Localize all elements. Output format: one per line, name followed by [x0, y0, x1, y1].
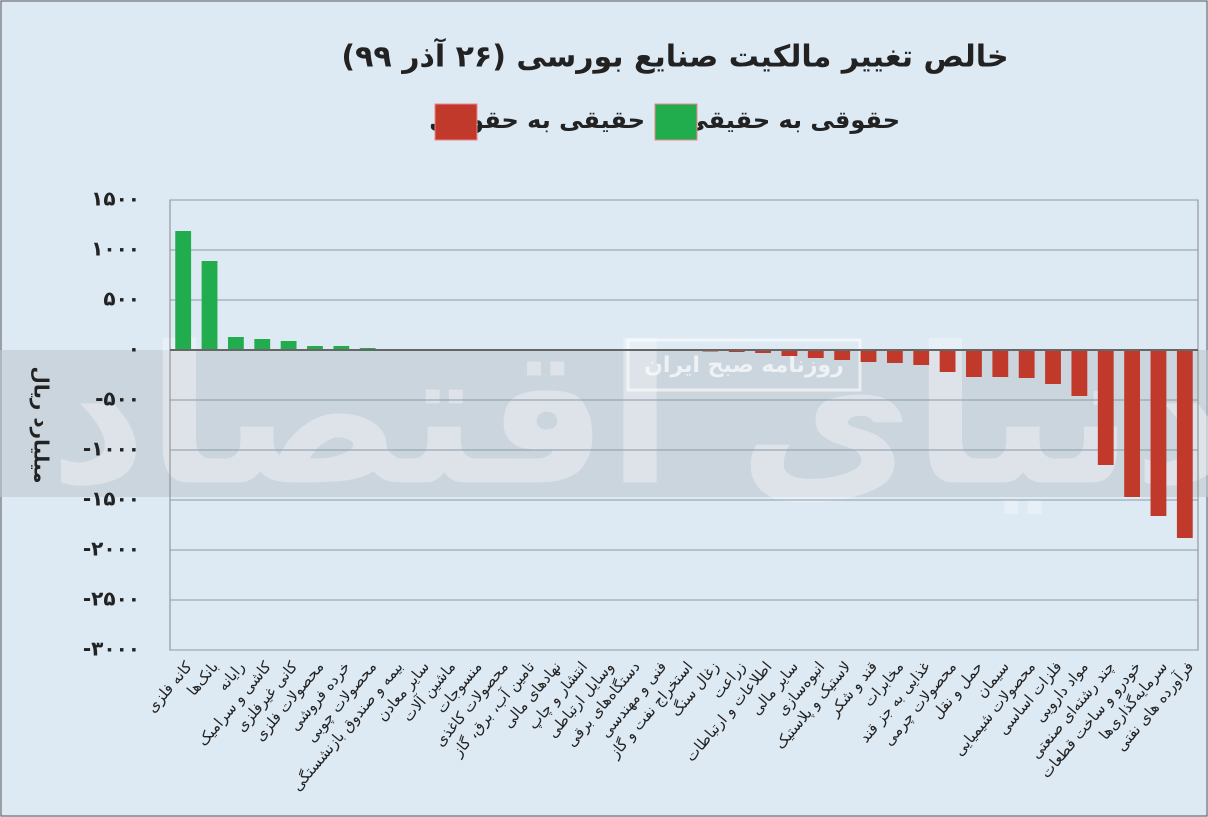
chart-title: خالص تغییر مالکیت صنایع بورسی (۲۶ آذر ۹۹…: [341, 38, 1008, 75]
bar: [201, 261, 218, 350]
y-tick-label: -۲۰۰۰: [83, 537, 140, 561]
bar: [781, 350, 798, 356]
bar: [807, 350, 824, 358]
bar: [333, 346, 350, 350]
bar: [913, 350, 930, 365]
bar: [227, 337, 244, 350]
y-tick-label: -۲۵۰۰: [83, 587, 140, 611]
bar: [1071, 350, 1088, 396]
bar: [307, 346, 323, 350]
bar: [939, 350, 956, 372]
bar: [966, 350, 982, 377]
bar: [1018, 350, 1035, 378]
bar: [1045, 350, 1061, 384]
bar: [755, 350, 771, 353]
y-tick-label: ۱۰۰۰: [91, 237, 140, 261]
y-tick-label: -۵۰۰: [95, 387, 140, 411]
bar: [1176, 350, 1193, 538]
bar: [254, 339, 271, 350]
bar: [280, 341, 297, 350]
bar: [1150, 350, 1167, 516]
y-tick-label: ۰: [128, 337, 140, 361]
legend-swatch: [654, 103, 698, 141]
y-tick-label: ۵۰۰: [103, 287, 140, 311]
watermark-box: [626, 338, 862, 392]
y-tick-label: -۱۰۰۰: [83, 437, 140, 461]
bar: [992, 350, 1009, 377]
bar: [886, 350, 903, 363]
bar: [1124, 350, 1141, 497]
legend-swatch: [434, 103, 478, 141]
bar: [1097, 350, 1114, 465]
y-axis-label: میلیارد ریال: [30, 366, 54, 483]
bar: [860, 350, 877, 362]
y-tick-label: ۱۵۰۰: [91, 187, 140, 211]
bar: [834, 350, 851, 360]
y-tick-label: -۳۰۰۰: [83, 637, 140, 661]
bar: [175, 231, 192, 350]
y-tick-label: -۱۵۰۰: [83, 487, 140, 511]
legend-label: حقوقی به حقیقی: [684, 106, 900, 134]
